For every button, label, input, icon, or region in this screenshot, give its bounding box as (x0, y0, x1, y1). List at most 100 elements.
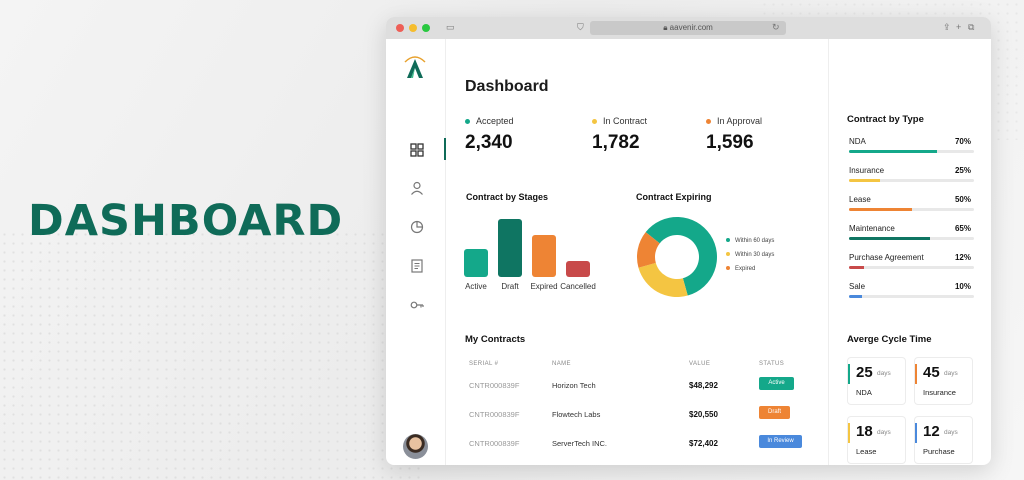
cycle-accent-bar (915, 364, 917, 384)
expiring-chart-title: Contract Expiring (636, 192, 712, 202)
grid-icon[interactable] (410, 143, 424, 157)
cycle-label: Purchase (923, 447, 955, 456)
legend-dot (726, 266, 730, 271)
main-content: Dashboard Accepted 2,340 In Contract 1,7… (446, 39, 828, 465)
bar-label: Draft (501, 282, 519, 291)
stat-in-approval-value: 1,596 (706, 132, 754, 153)
type-label: Purchase Agreement (849, 253, 924, 262)
status-badge[interactable]: Active (759, 377, 794, 390)
cycle-value: 18 (856, 423, 873, 440)
cycle-card[interactable]: 12 days Purchase (914, 416, 973, 464)
type-progress-fill (849, 295, 862, 298)
bar-label: Cancelled (560, 282, 596, 291)
row-serial: CNTR000839F (469, 439, 520, 448)
background-dot-pattern (0, 230, 420, 480)
type-percent: 70% (954, 137, 971, 146)
type-progress-track (849, 237, 974, 240)
bar-expired[interactable] (532, 235, 556, 277)
legend-item: Within 30 days (726, 252, 826, 258)
expiring-legend: Within 60 days Within 30 days Expired (726, 238, 826, 280)
pie-chart-icon[interactable] (410, 220, 424, 234)
contracts-title: My Contracts (465, 334, 526, 345)
sidebar (386, 39, 446, 465)
bar-draft[interactable] (498, 219, 522, 277)
legend-label: Within 30 days (735, 252, 775, 258)
type-title: Contract by Type (847, 114, 924, 125)
col-header-serial: SERIAL # (469, 361, 499, 367)
new-tab-icon[interactable]: + (956, 22, 962, 32)
type-progress-track (849, 179, 974, 182)
type-progress-fill (849, 208, 912, 211)
type-percent: 10% (954, 282, 971, 291)
stat-accepted-label: Accepted (465, 116, 514, 126)
type-label: Insurance (849, 166, 885, 175)
cycle-value: 12 (923, 423, 940, 440)
shield-icon: ⛉ (577, 22, 584, 32)
type-progress-fill (849, 150, 937, 153)
status-badge[interactable]: Draft (759, 406, 790, 419)
type-percent: 25% (954, 166, 971, 175)
cycle-card[interactable]: 25 days NDA (847, 357, 906, 405)
user-icon[interactable] (410, 181, 424, 195)
donut-slice-expired[interactable] (637, 232, 660, 268)
legend-dot (726, 252, 730, 257)
type-progress-track (849, 150, 974, 153)
row-value: $20,550 (689, 410, 718, 419)
donut-slice-within-60-days[interactable] (645, 217, 717, 296)
right-panel: Contract by Type NDA 70% Insurance 25% Lease… (828, 39, 991, 465)
close-window-button[interactable] (396, 24, 404, 32)
row-serial: CNTR000839F (469, 381, 520, 390)
row-serial: CNTR000839F (469, 410, 520, 419)
maximize-window-button[interactable] (422, 24, 430, 32)
tabs-overview-icon[interactable]: ⧉ (968, 22, 975, 32)
row-name: Horizon Tech (552, 381, 596, 390)
type-progress-track (849, 295, 974, 298)
cycle-accent-bar (915, 423, 917, 443)
row-value: $72,402 (689, 439, 718, 448)
bar-active[interactable] (464, 249, 488, 277)
document-icon[interactable] (410, 259, 424, 273)
type-progress-track (849, 208, 974, 211)
url-text: aavenir.com (669, 23, 713, 32)
type-label: Maintenance (849, 224, 895, 233)
cycle-label: Insurance (923, 388, 956, 397)
type-progress-fill (849, 237, 931, 240)
cycle-unit: days (877, 370, 891, 377)
col-header-name: NAME (552, 361, 571, 367)
legend-item: Expired (726, 266, 826, 272)
stat-in-approval-label: In Approval (706, 116, 762, 126)
row-value: $48,292 (689, 381, 718, 390)
avatar[interactable] (403, 434, 428, 459)
donut-slice-within-30-days[interactable] (638, 262, 688, 297)
stat-accepted-value: 2,340 (465, 132, 513, 153)
col-header-status: STATUS (759, 361, 785, 367)
minimize-window-button[interactable] (409, 24, 417, 32)
legend-label: Expired (735, 266, 756, 272)
status-dot (706, 119, 711, 125)
address-bar[interactable]: 🔒︎ aavenir.com (590, 21, 786, 35)
stat-in-contract-label: In Contract (592, 116, 647, 126)
reload-icon[interactable]: ↻ (772, 22, 780, 32)
sidebar-toggle-icon[interactable]: ▭ (446, 22, 455, 32)
key-icon[interactable] (410, 298, 424, 312)
bar-cancelled[interactable] (566, 261, 590, 277)
row-name: ServerTech INC. (552, 439, 608, 448)
cycle-card[interactable]: 45 days Insurance (914, 357, 973, 405)
cycle-unit: days (877, 429, 891, 436)
page-title: Dashboard (465, 78, 549, 95)
status-dot (465, 119, 470, 125)
cycle-title: Averge Cycle Time (847, 334, 932, 345)
cycle-card[interactable]: 18 days Lease (847, 416, 906, 464)
browser-toolbar: ▭ ⛉ 🔒︎ aavenir.com ↻ ⇪ + ⧉ (386, 17, 991, 39)
col-header-value: VALUE (689, 361, 711, 367)
status-badge[interactable]: In Review (759, 435, 802, 448)
stages-bar-chart: Active Draft Expired Cancelled (464, 214, 604, 299)
share-icon[interactable]: ⇪ (943, 22, 951, 32)
cycle-accent-bar (848, 423, 850, 443)
type-label: NDA (849, 137, 866, 146)
cycle-value: 45 (923, 364, 940, 381)
cycle-value: 25 (856, 364, 873, 381)
legend-dot (726, 238, 730, 243)
hero-title: DASHBOARD (28, 196, 344, 246)
stages-chart-title: Contract by Stages (466, 192, 549, 202)
